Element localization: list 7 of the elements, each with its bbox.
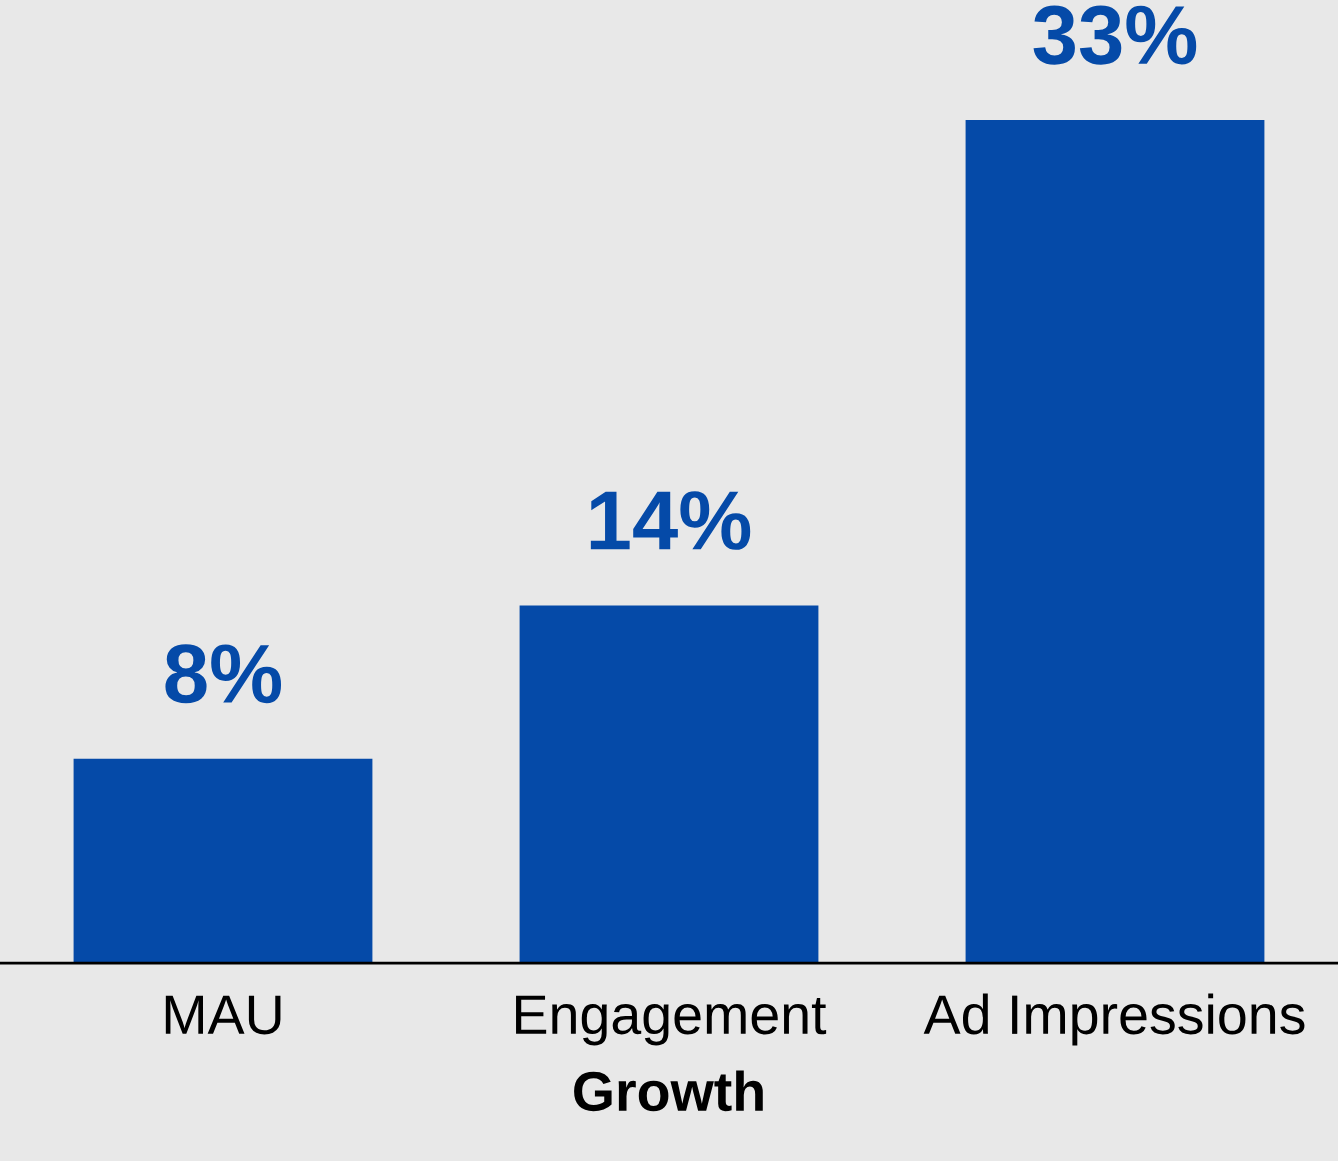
data-label: 14%: [590, 491, 751, 550]
data-label: 33%: [1033, 5, 1197, 65]
x-tick-label: MAU: [165, 995, 281, 1035]
x-tick-label: Engagement: [516, 995, 827, 1046]
x-tick-label: Ad Impressions: [923, 993, 1305, 1046]
x-axis-title: Growth: [574, 1070, 763, 1112]
data-label: 8%: [165, 644, 282, 704]
